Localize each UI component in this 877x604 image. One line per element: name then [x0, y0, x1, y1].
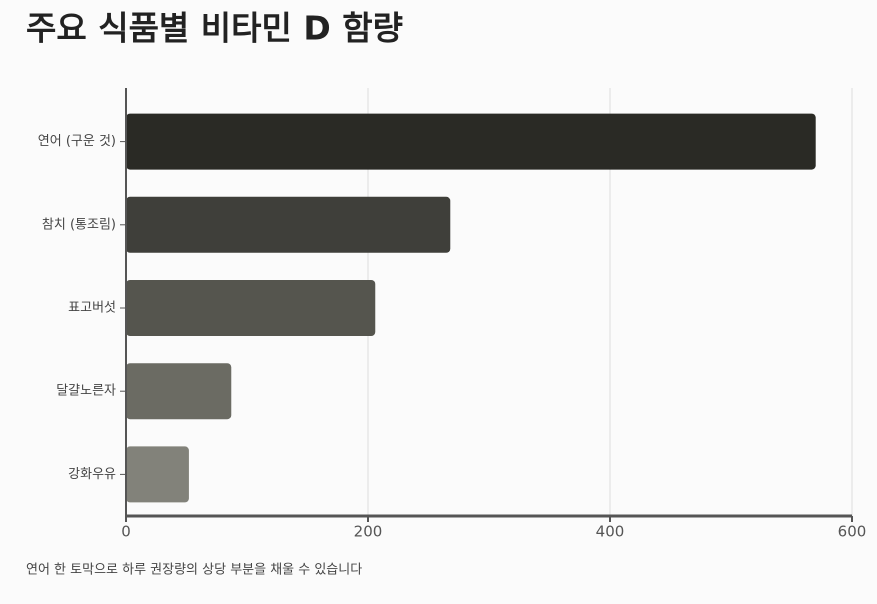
x-tick-label: 400: [596, 523, 625, 541]
bar: [126, 363, 232, 420]
y-tick-label: 강화우유: [68, 467, 116, 482]
chart-title: 주요 식품별 비타민 D 함량: [26, 9, 403, 48]
x-tick-label: 200: [354, 523, 383, 541]
y-tick-label: 표고버섯: [68, 301, 116, 316]
x-tick-label: 600: [838, 523, 867, 541]
bar: [126, 113, 816, 170]
y-tick-label: 달걀노른자: [56, 384, 116, 399]
bar: [126, 280, 376, 336]
bar: [126, 196, 451, 253]
bar: [126, 446, 189, 503]
y-tick-label: 연어 (구운 것): [38, 134, 116, 149]
x-tick-label: 0: [121, 523, 131, 541]
y-tick-label: 참치 (통조림): [42, 217, 116, 232]
footnote: 연어 한 토막으로 하루 권장량의 상당 부분을 채울 수 있습니다: [26, 563, 362, 578]
